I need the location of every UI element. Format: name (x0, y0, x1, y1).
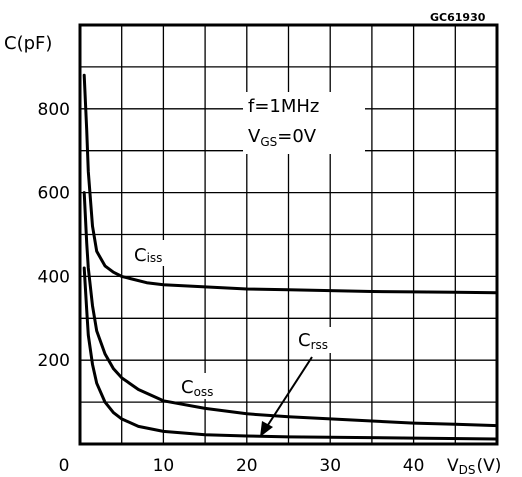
x-tick-label: 40 (403, 456, 425, 476)
x-tick-label: 10 (153, 456, 175, 476)
figure-code: GC61930 (430, 11, 486, 24)
series-line-coss (82, 191, 499, 428)
series-label-ciss-text: Ciss (134, 245, 162, 266)
crss-pointer-arrow (260, 356, 313, 437)
x-axis-label-unit: (V) (477, 456, 502, 476)
y-tick-label: 200 (38, 351, 70, 371)
series-line-ciss (82, 73, 499, 295)
series-curves (82, 73, 499, 441)
crss-arrow-shaft (265, 356, 313, 429)
series-label-crss-sub: rss (311, 338, 328, 352)
y-tick-label: 800 (38, 100, 70, 120)
series-label-coss-main: C (181, 377, 194, 398)
condition-annotation: f=1MHz VGS=0V (243, 92, 365, 154)
y-tick-labels: 200 400 600 800 (38, 100, 70, 371)
annotation-vgs-sub: GS (260, 135, 277, 149)
annotation-vgs: VGS=0V (248, 126, 317, 149)
series-label-ciss-background (131, 240, 193, 266)
x-tick-label: 20 (236, 456, 258, 476)
series-label-coss-background (180, 373, 232, 399)
series-label-ciss-main: C (134, 245, 147, 266)
series-label-coss-sub: oss (194, 385, 214, 399)
annotation-background (243, 92, 365, 154)
plot-frame (78, 23, 499, 446)
series-label-crss-background (296, 327, 352, 353)
series-label-coss-text: Coss (181, 377, 213, 399)
crss-arrow-head (260, 421, 273, 437)
grid-lines (80, 25, 497, 444)
y-tick-label: 600 (38, 184, 70, 204)
annotation-vgs-main: V (248, 126, 261, 147)
series-label-coss: Coss (180, 373, 232, 399)
series-label-ciss-sub: iss (147, 251, 163, 265)
series-label-ciss: Ciss (131, 240, 193, 266)
x-axis-label: VDS(V) (447, 456, 501, 477)
series-label-crss-main: C (298, 330, 311, 351)
annotation-vgs-rest: =0V (277, 126, 317, 147)
series-line-crss (82, 266, 499, 441)
x-axis-label-main: V (447, 456, 459, 476)
x-tick-label: 30 (319, 456, 341, 476)
x-tick-label: 0 (59, 456, 70, 476)
y-axis-label: C(pF) (4, 33, 52, 54)
series-label-crss-text: Crss (298, 330, 328, 352)
annotation-frequency: f=1MHz (248, 96, 319, 117)
x-tick-labels: 0 10 20 30 40 (59, 456, 425, 476)
y-tick-label: 400 (38, 267, 70, 287)
x-axis-label-sub: DS (459, 463, 476, 477)
series-label-crss: Crss (296, 327, 352, 353)
